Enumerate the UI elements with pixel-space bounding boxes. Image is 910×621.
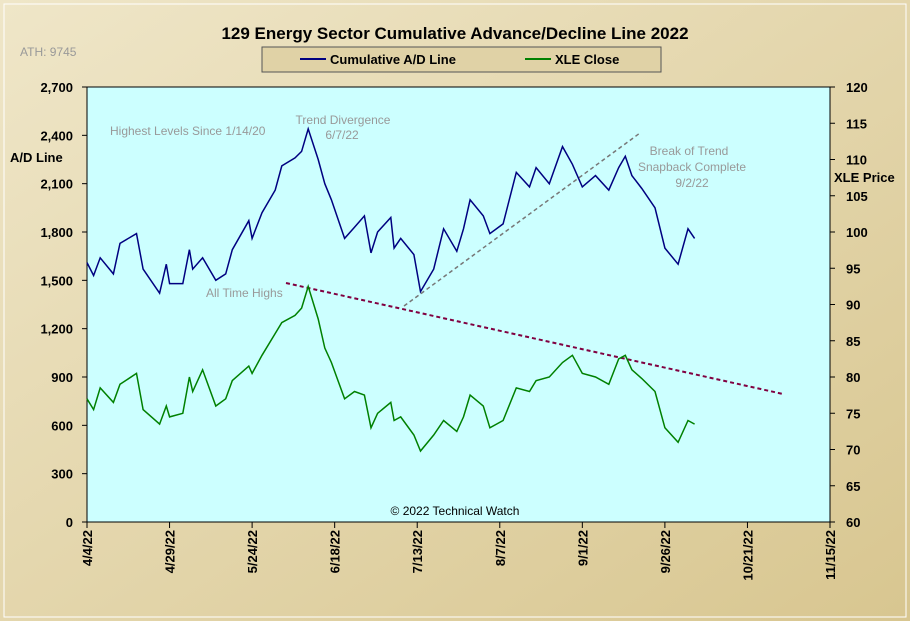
trend-line <box>285 282 784 395</box>
y-tick-label: 2,700 <box>40 80 73 95</box>
y-tick-label: 2,400 <box>40 128 73 143</box>
x-tick-label: 6/18/22 <box>328 530 343 573</box>
frame <box>3 3 907 618</box>
annotation: Trend Divergence <box>296 113 391 127</box>
y2-tick-label: 110 <box>846 153 867 168</box>
y-tick-label: 600 <box>51 418 73 433</box>
y-tick-label: 1,200 <box>40 322 73 337</box>
annotation: All Time Highs <box>206 286 283 300</box>
y2-tick-label: 75 <box>846 406 860 421</box>
x-tick-label: 4/4/22 <box>80 530 95 566</box>
y2-tick-label: 115 <box>846 116 867 131</box>
annotation: Break of Trend <box>650 144 729 158</box>
y2-tick-label: 120 <box>846 80 868 95</box>
x-tick-label: 9/1/22 <box>575 530 590 566</box>
x-tick-label: 4/29/22 <box>163 530 178 573</box>
y2-tick-label: 95 <box>846 261 860 276</box>
y-tick-label: 1,500 <box>40 273 73 288</box>
y2-tick-label: 80 <box>846 370 860 385</box>
y2-tick-label: 100 <box>846 225 868 240</box>
x-tick-label: 5/24/22 <box>245 530 260 573</box>
x-tick-label: 10/21/22 <box>740 530 755 581</box>
plot-area <box>86 86 831 523</box>
series-line <box>86 283 695 453</box>
x-tick-label: 7/13/22 <box>410 530 425 573</box>
legend-label: Cumulative A/D Line <box>330 52 456 67</box>
y2-tick-label: 60 <box>846 515 860 530</box>
chart-title: 129 Energy Sector Cumulative Advance/Dec… <box>221 24 688 43</box>
y2-tick-label: 90 <box>846 298 860 313</box>
x-tick-label: 8/7/22 <box>493 530 508 566</box>
y2-tick-label: 70 <box>846 443 860 458</box>
x-tick-label: 9/26/22 <box>658 530 673 573</box>
ath: ATH: 9745 <box>20 45 77 59</box>
series-line <box>86 126 696 296</box>
x-tick-label: 11/15/22 <box>823 530 838 580</box>
annotation: Highest Levels Since 1/14/20 <box>110 124 266 138</box>
annotation: 6/7/22 <box>325 128 359 142</box>
y2-tick-label: 105 <box>846 189 868 204</box>
y-tick-label: 0 <box>66 515 73 530</box>
y2-axis-title: XLE Price <box>834 170 895 185</box>
y-axis-title: A/D Line <box>10 150 63 165</box>
y-tick-label: 300 <box>51 467 73 482</box>
legend-label: XLE Close <box>555 52 619 67</box>
y2-tick-label: 65 <box>846 479 860 494</box>
annotation: Snapback Complete <box>638 160 746 174</box>
legend <box>261 46 662 73</box>
y-tick-label: 900 <box>51 370 73 385</box>
y-tick-label: 1,800 <box>40 225 73 240</box>
annotation: 9/2/22 <box>675 176 709 190</box>
y2-tick-label: 85 <box>846 334 860 349</box>
copyright: © 2022 Technical Watch <box>391 504 520 518</box>
y-tick-label: 2,100 <box>40 177 73 192</box>
